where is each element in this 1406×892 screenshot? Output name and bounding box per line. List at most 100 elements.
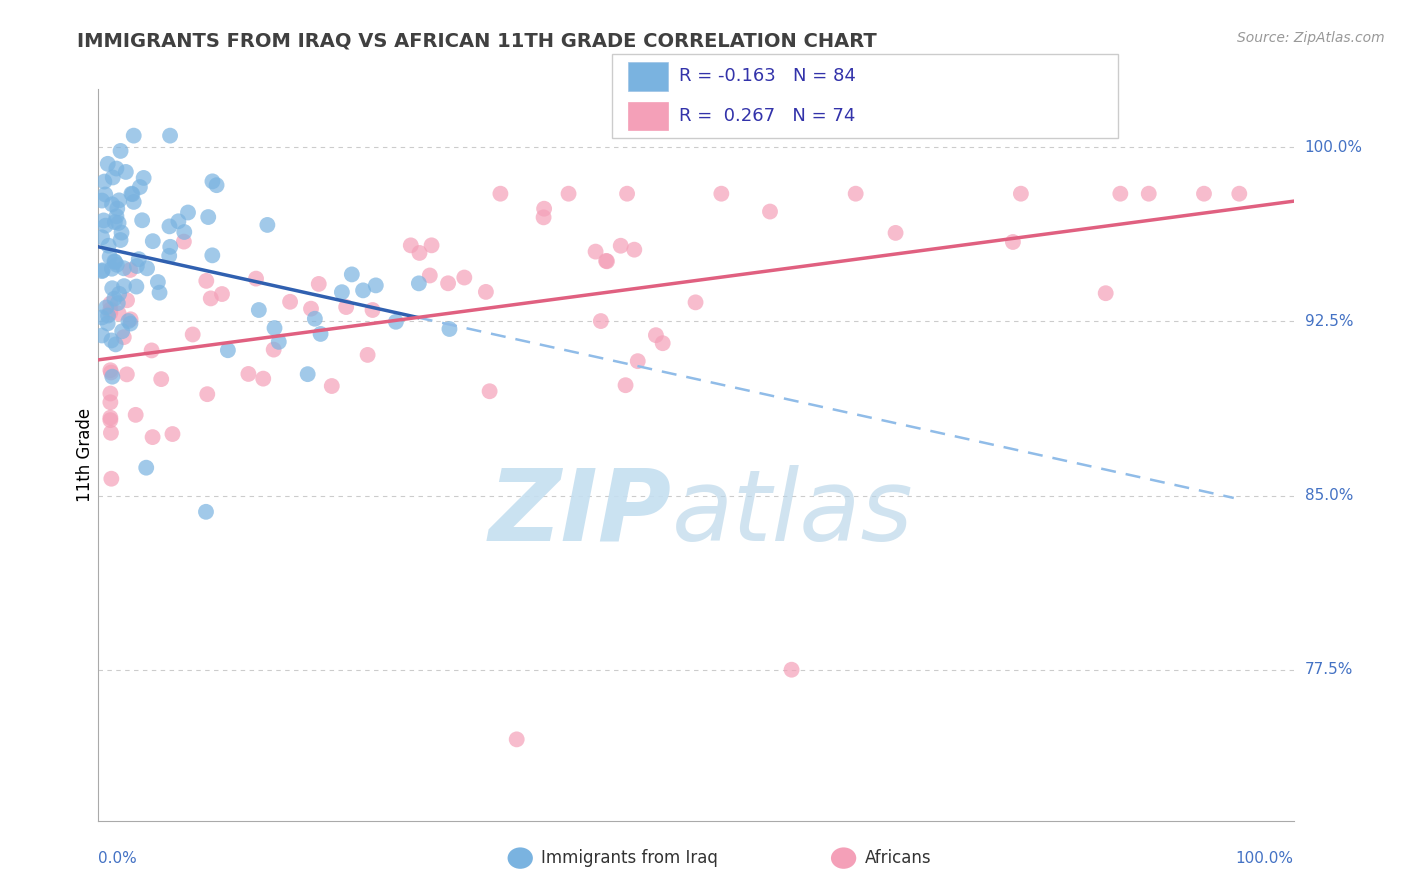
- Point: [614, 378, 637, 392]
- Point: [121, 187, 143, 202]
- Point: [181, 327, 204, 342]
- Point: [98, 250, 121, 264]
- Point: [506, 732, 529, 747]
- Point: [205, 178, 228, 193]
- Point: [105, 209, 128, 223]
- Point: [162, 427, 184, 442]
- Point: [200, 292, 222, 306]
- Point: [439, 322, 461, 336]
- Point: [128, 180, 150, 194]
- Point: [101, 170, 124, 185]
- Point: [110, 233, 132, 247]
- Point: [108, 286, 131, 301]
- Point: [217, 343, 239, 358]
- Point: [97, 157, 120, 171]
- Point: [245, 271, 267, 285]
- Point: [112, 261, 135, 276]
- Point: [157, 249, 180, 263]
- Point: [304, 311, 326, 326]
- Point: [103, 292, 125, 306]
- Point: [110, 226, 132, 240]
- Point: [195, 274, 218, 288]
- Point: [340, 268, 363, 282]
- Point: [533, 211, 555, 225]
- Point: [107, 216, 129, 230]
- Point: [1001, 235, 1024, 249]
- Point: [478, 384, 501, 399]
- Point: [263, 321, 285, 335]
- Point: [91, 194, 114, 208]
- Point: [97, 238, 120, 252]
- Point: [115, 293, 138, 308]
- Point: [91, 263, 114, 277]
- Text: Source: ZipAtlas.com: Source: ZipAtlas.com: [1237, 31, 1385, 45]
- Point: [132, 170, 155, 185]
- Point: [173, 225, 195, 239]
- Point: [211, 287, 233, 301]
- Point: [352, 284, 374, 298]
- Point: [122, 194, 145, 209]
- Point: [437, 277, 460, 291]
- Point: [267, 334, 290, 349]
- Point: [97, 317, 120, 331]
- Point: [408, 277, 430, 291]
- Text: 77.5%: 77.5%: [1305, 662, 1353, 677]
- Point: [1010, 186, 1032, 201]
- Point: [100, 366, 122, 380]
- Point: [321, 379, 343, 393]
- Point: [97, 309, 120, 323]
- Point: [98, 363, 122, 377]
- Point: [256, 218, 278, 232]
- Point: [685, 295, 707, 310]
- Point: [142, 234, 165, 248]
- Point: [120, 317, 142, 331]
- Point: [1109, 186, 1132, 201]
- Point: [173, 235, 195, 249]
- Point: [308, 277, 330, 291]
- Point: [278, 294, 301, 309]
- Point: [112, 330, 135, 344]
- Point: [489, 186, 512, 201]
- Point: [115, 165, 138, 179]
- Point: [201, 248, 224, 262]
- Point: [299, 301, 322, 316]
- Point: [101, 197, 124, 211]
- Point: [103, 254, 125, 268]
- Y-axis label: 11th Grade: 11th Grade: [76, 408, 94, 502]
- Point: [201, 174, 224, 188]
- Point: [112, 279, 135, 293]
- Point: [385, 315, 408, 329]
- Point: [91, 264, 114, 278]
- Point: [408, 246, 430, 260]
- Text: Africans: Africans: [865, 849, 931, 867]
- Point: [595, 253, 617, 268]
- Point: [96, 301, 118, 315]
- Point: [135, 460, 157, 475]
- Text: R = -0.163   N = 84: R = -0.163 N = 84: [679, 68, 856, 86]
- Point: [361, 303, 384, 318]
- Point: [115, 368, 138, 382]
- Point: [125, 279, 148, 293]
- Point: [128, 252, 150, 267]
- Point: [557, 186, 579, 201]
- Point: [420, 238, 443, 252]
- Point: [1192, 186, 1215, 201]
- Point: [100, 334, 122, 348]
- Point: [589, 314, 612, 328]
- Point: [335, 300, 357, 314]
- Point: [330, 285, 353, 300]
- Point: [98, 306, 122, 320]
- Point: [627, 354, 650, 368]
- Point: [98, 296, 122, 310]
- Point: [141, 343, 163, 358]
- Point: [475, 285, 498, 299]
- Point: [93, 213, 115, 227]
- Point: [98, 386, 122, 401]
- Point: [93, 175, 115, 189]
- Point: [100, 472, 122, 486]
- Point: [609, 239, 631, 253]
- Point: [117, 314, 139, 328]
- Point: [111, 324, 134, 338]
- Point: [845, 186, 868, 201]
- Point: [159, 219, 181, 234]
